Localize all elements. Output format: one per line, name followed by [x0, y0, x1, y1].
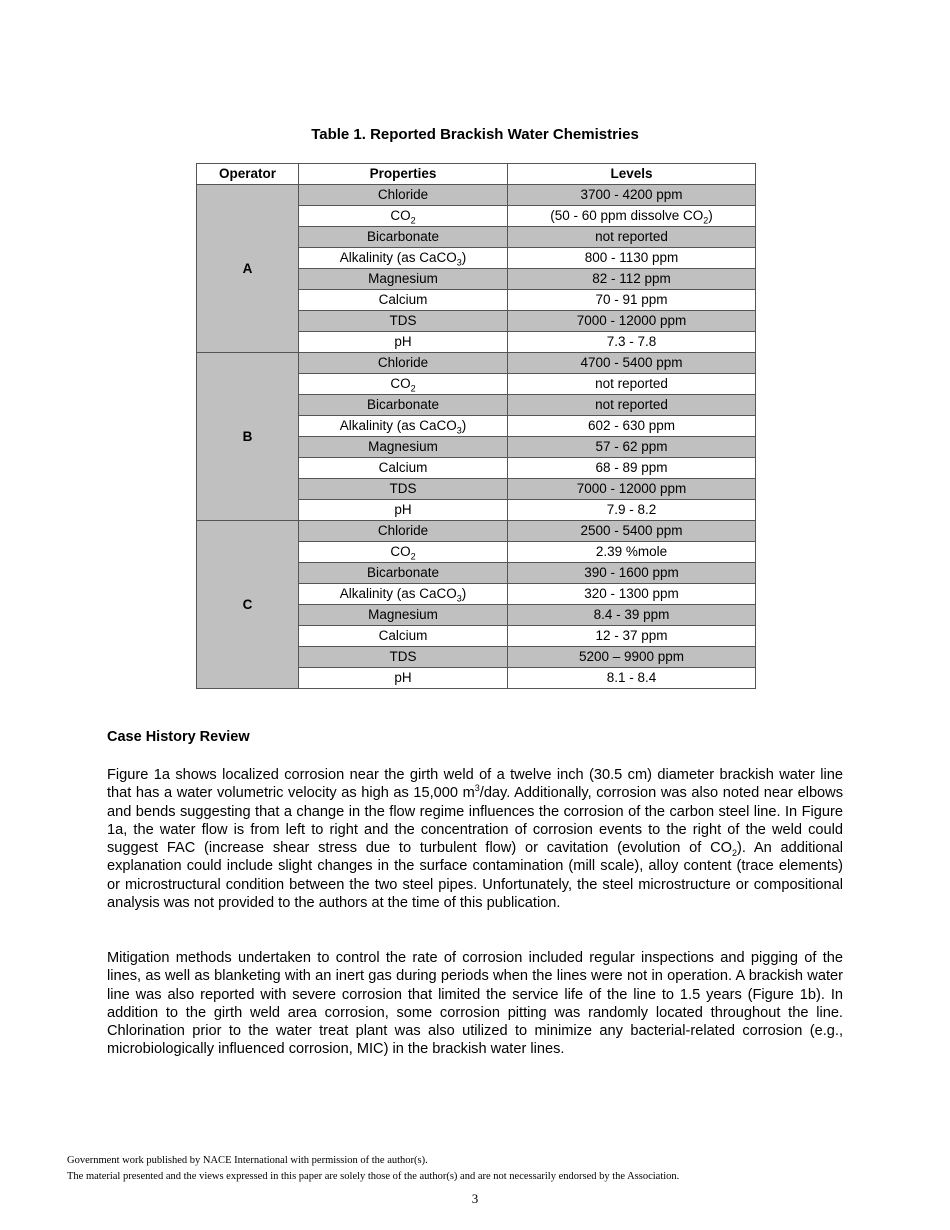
level-cell: 82 - 112 ppm: [507, 268, 756, 290]
level-cell: 2500 - 5400 ppm: [507, 520, 756, 542]
paragraph-2: Mitigation methods undertaken to control…: [107, 950, 843, 1058]
level-cell: 320 - 1300 ppm: [507, 583, 756, 605]
property-cell: Magnesium: [298, 436, 508, 458]
header-properties: Properties: [298, 163, 508, 185]
property-cell: Chloride: [298, 352, 508, 374]
property-cell: TDS: [298, 646, 508, 668]
table-row: Calcium 12 - 37 ppm: [197, 625, 756, 647]
table-row: Alkalinity (as CaCO3) 320 - 1300 ppm: [197, 583, 756, 605]
table-row: Bicarbonate not reported: [197, 394, 756, 416]
level-cell: not reported: [507, 226, 756, 248]
table-row: TDS 5200 – 9900 ppm: [197, 646, 756, 668]
level-cell: 57 - 62 ppm: [507, 436, 756, 458]
property-cell: Calcium: [298, 457, 508, 479]
operator-cell: A: [196, 184, 299, 353]
level-cell: 602 - 630 ppm: [507, 415, 756, 437]
operator-cell: C: [196, 520, 299, 689]
table-row: Calcium 68 - 89 ppm: [197, 457, 756, 479]
table-row: pH 8.1 - 8.4: [197, 667, 756, 689]
property-cell: Alkalinity (as CaCO3): [298, 583, 508, 605]
level-cell: 5200 – 9900 ppm: [507, 646, 756, 668]
property-cell: Chloride: [298, 520, 508, 542]
property-cell: Magnesium: [298, 268, 508, 290]
table-row: Magnesium 57 - 62 ppm: [197, 436, 756, 458]
property-cell: Magnesium: [298, 604, 508, 626]
table-header-row: Operator Properties Levels: [196, 163, 756, 185]
table-row: pH 7.3 - 7.8: [197, 331, 756, 353]
table-row: C Chloride 2500 - 5400 ppm: [196, 520, 756, 689]
level-cell: not reported: [507, 373, 756, 395]
table-row: B Chloride 4700 - 5400 ppm: [196, 352, 756, 521]
table-row: TDS 7000 - 12000 ppm: [197, 310, 756, 332]
level-cell: 70 - 91 ppm: [507, 289, 756, 311]
operator-cell: B: [196, 352, 299, 521]
level-cell: 2.39 %mole: [507, 541, 756, 563]
property-cell: CO2: [298, 373, 508, 395]
table-row: CO2 2.39 %mole: [197, 541, 756, 563]
property-cell: pH: [298, 499, 508, 521]
table-row: Magnesium 8.4 - 39 ppm: [197, 604, 756, 626]
level-cell: not reported: [507, 394, 756, 416]
level-cell: 7.9 - 8.2: [507, 499, 756, 521]
level-cell: 8.1 - 8.4: [507, 667, 756, 689]
level-cell: 7.3 - 7.8: [507, 331, 756, 353]
property-cell: Alkalinity (as CaCO3): [298, 247, 508, 269]
table-title: Table 1. Reported Brackish Water Chemist…: [311, 126, 639, 143]
property-cell: Calcium: [298, 289, 508, 311]
section-heading: Case History Review: [107, 729, 250, 745]
property-cell: Bicarbonate: [298, 562, 508, 584]
page-number: 3: [471, 1191, 479, 1206]
table-row: Bicarbonate not reported: [197, 226, 756, 248]
level-cell: 12 - 37 ppm: [507, 625, 756, 647]
footer-permission: Government work published by NACE Intern…: [67, 1155, 428, 1166]
property-cell: CO2: [298, 541, 508, 563]
table-row: CO2 not reported: [197, 373, 756, 395]
level-cell: 390 - 1600 ppm: [507, 562, 756, 584]
property-cell: pH: [298, 667, 508, 689]
table-row: A Chloride 3700 - 4200 ppm: [196, 184, 756, 353]
property-cell: CO2: [298, 205, 508, 227]
header-levels: Levels: [507, 163, 756, 185]
level-cell: (50 - 60 ppm dissolve CO2): [507, 205, 756, 227]
level-cell: 7000 - 12000 ppm: [507, 310, 756, 332]
property-cell: Alkalinity (as CaCO3): [298, 415, 508, 437]
footer-disclaimer: The material presented and the views exp…: [67, 1171, 680, 1182]
property-cell: Bicarbonate: [298, 226, 508, 248]
level-cell: 7000 - 12000 ppm: [507, 478, 756, 500]
water-chemistry-table: Operator Properties Levels A Chloride 3700…: [196, 163, 756, 689]
property-cell: pH: [298, 331, 508, 353]
level-cell: 800 - 1130 ppm: [507, 247, 756, 269]
paragraph-1: Figure 1a shows localized corrosion near…: [107, 767, 844, 912]
table-row: Bicarbonate 390 - 1600 ppm: [197, 562, 756, 584]
table-row: Alkalinity (as CaCO3) 800 - 1130 ppm: [197, 247, 756, 269]
property-cell: Bicarbonate: [298, 394, 508, 416]
property-cell: TDS: [298, 478, 508, 500]
level-cell: 8.4 - 39 ppm: [507, 604, 756, 626]
table-row: CO2 (50 - 60 ppm dissolve CO2): [197, 205, 756, 227]
level-cell: 3700 - 4200 ppm: [507, 184, 756, 206]
table-row: pH 7.9 - 8.2: [197, 499, 756, 521]
table-row: Magnesium 82 - 112 ppm: [197, 268, 756, 290]
table-row: TDS 7000 - 12000 ppm: [197, 478, 756, 500]
table-row: Calcium 70 - 91 ppm: [197, 289, 756, 311]
level-cell: 68 - 89 ppm: [507, 457, 756, 479]
property-cell: Chloride: [298, 184, 508, 206]
level-cell: 4700 - 5400 ppm: [507, 352, 756, 374]
property-cell: Calcium: [298, 625, 508, 647]
table-row: Alkalinity (as CaCO3) 602 - 630 ppm: [197, 415, 756, 437]
header-operator: Operator: [196, 163, 299, 185]
property-cell: TDS: [298, 310, 508, 332]
